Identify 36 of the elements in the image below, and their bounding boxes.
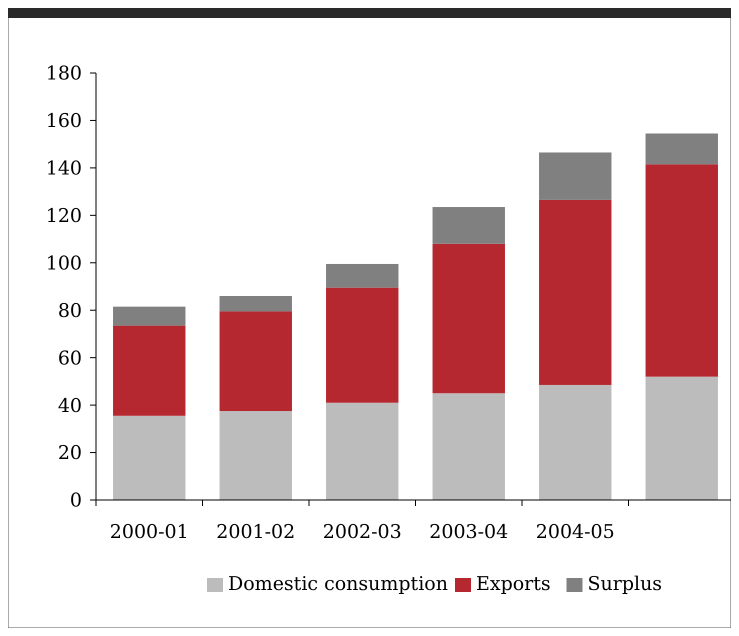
bar bbox=[220, 411, 292, 500]
y-tick-label: 180 bbox=[46, 62, 82, 85]
y-tick-label: 140 bbox=[46, 158, 82, 180]
y-tick-label: 160 bbox=[46, 110, 82, 132]
y-tick-label: 120 bbox=[46, 204, 82, 227]
bar bbox=[432, 207, 505, 244]
bar bbox=[113, 306, 186, 326]
bar bbox=[432, 244, 505, 394]
y-tick-label: 0 bbox=[70, 490, 82, 512]
bar bbox=[646, 376, 718, 500]
legend-label: Exports bbox=[476, 573, 551, 595]
bar bbox=[326, 402, 398, 500]
y-tick-label: 80 bbox=[58, 300, 82, 322]
bar bbox=[326, 288, 398, 403]
bar bbox=[326, 264, 398, 288]
bar bbox=[113, 326, 186, 416]
legend-label: Domestic consumption bbox=[228, 573, 448, 595]
x-tick-label: 2004-05 bbox=[536, 521, 615, 543]
bar bbox=[539, 152, 612, 200]
bar bbox=[539, 200, 612, 385]
y-tick-label: 20 bbox=[58, 442, 82, 464]
y-tick-label: 40 bbox=[58, 394, 82, 417]
bar bbox=[432, 393, 505, 500]
y-tick-label: 60 bbox=[58, 347, 82, 370]
bar bbox=[646, 164, 718, 377]
bar bbox=[113, 416, 186, 500]
x-tick-label: 2001-02 bbox=[216, 521, 296, 543]
legend-label: Surplus bbox=[588, 573, 662, 595]
x-tick-label: 2003-04 bbox=[429, 521, 508, 543]
bar bbox=[539, 384, 612, 500]
x-tick-label: 2000-01 bbox=[110, 521, 189, 543]
bar bbox=[220, 296, 292, 312]
y-tick-label: 100 bbox=[46, 252, 82, 274]
x-tick-label: 2002-03 bbox=[322, 521, 402, 543]
bar bbox=[220, 311, 292, 412]
bar bbox=[646, 133, 718, 164]
